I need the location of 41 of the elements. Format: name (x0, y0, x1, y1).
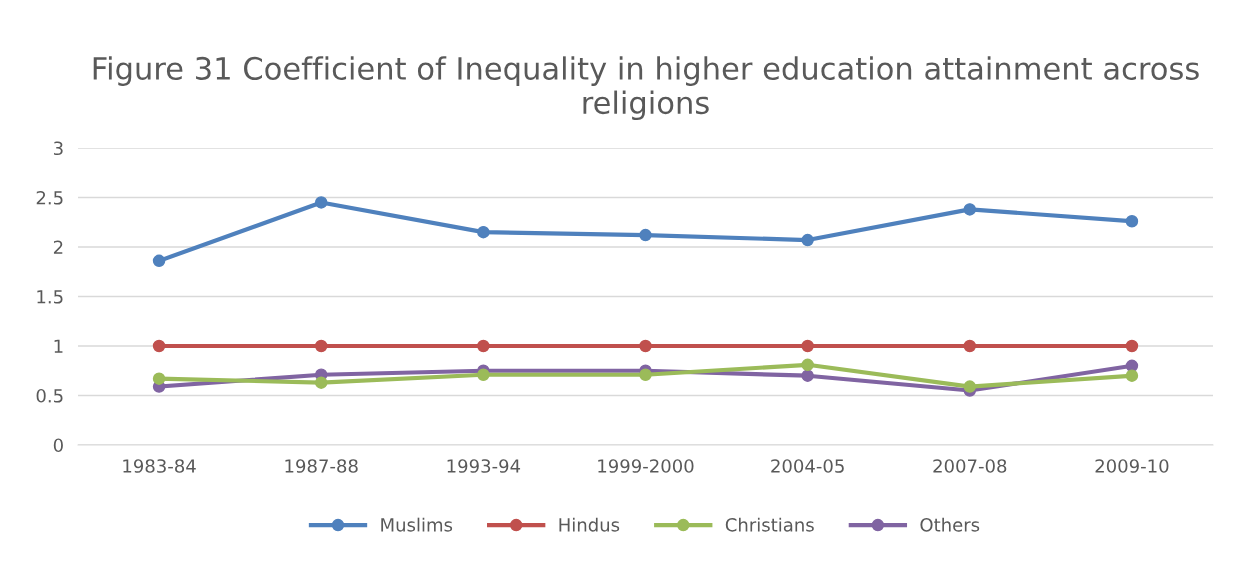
x-tick-label: 1999-2000 (598, 459, 694, 473)
legend-label: Muslims (381, 517, 453, 532)
y-tick-label: 1.5 (37, 290, 63, 304)
x-tick-label: 2004-05 (771, 459, 844, 473)
point (639, 228, 652, 242)
point (801, 358, 814, 372)
point (963, 380, 977, 393)
point (801, 369, 814, 382)
point (152, 372, 166, 385)
y-tick-label: 0 (53, 438, 63, 453)
point (314, 196, 328, 209)
point (963, 203, 977, 216)
x-tick-label: 1987-88 (285, 459, 358, 473)
point (639, 339, 652, 353)
legend-label: Hindus (559, 517, 620, 532)
chart-title: Figure 31 Coefficient of Inequality in higher education attainment across religions (93, 56, 1199, 121)
point (1125, 215, 1139, 228)
legend-label: Others (920, 517, 980, 532)
point (314, 339, 328, 353)
point (152, 339, 166, 353)
point (152, 254, 166, 268)
point (314, 376, 328, 389)
y-tick-label: 1 (54, 339, 63, 353)
x-tick-label: 2009-10 (1095, 459, 1169, 473)
y-tick-label: 0.5 (36, 388, 63, 403)
x-tick-label: 1983-84 (123, 459, 196, 473)
y-tick-label: 3 (54, 141, 63, 156)
point (801, 233, 814, 247)
x-tick-label: 2007-08 (933, 459, 1007, 473)
x-tick-label: 1993-94 (447, 459, 521, 473)
point (963, 339, 977, 353)
point (477, 339, 490, 353)
legend-label: Christians (725, 517, 814, 532)
point (1125, 339, 1139, 353)
point (477, 225, 490, 239)
point (477, 368, 490, 381)
y-tick-label: 2.5 (36, 190, 63, 205)
y-tick-label: 2 (53, 240, 63, 254)
point (639, 368, 652, 381)
point (801, 339, 814, 353)
point (1125, 369, 1139, 382)
